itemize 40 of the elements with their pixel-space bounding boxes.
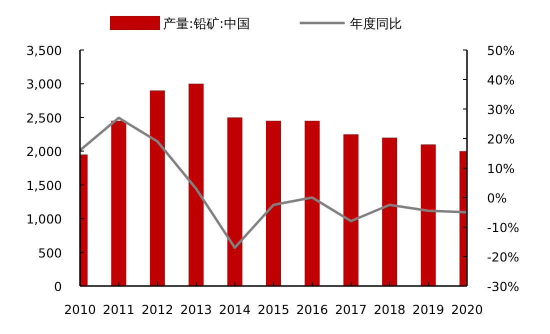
bar xyxy=(382,138,398,286)
bar xyxy=(266,120,281,286)
y2-tick-label: -30% xyxy=(487,279,520,294)
bar xyxy=(304,120,320,286)
x-tick-label: 2015 xyxy=(258,302,290,317)
legend-label: 年度同比 xyxy=(350,16,402,32)
y-tick-label: 500 xyxy=(38,245,62,260)
y2-tick-label: 0% xyxy=(487,190,507,206)
x-tick-label: 2018 xyxy=(374,302,406,317)
x-tick-label: 2020 xyxy=(451,302,483,317)
y2-tick-label: 10% xyxy=(487,161,515,176)
bar xyxy=(343,134,358,286)
y2-tick-label: 40% xyxy=(487,72,515,88)
legend-label: 产量:铅矿:中国 xyxy=(163,17,250,32)
y2-tick-label: -20% xyxy=(487,250,520,264)
y2-tick-label: -10% xyxy=(487,220,520,235)
x-tick-label: 2012 xyxy=(141,302,174,317)
bar xyxy=(150,90,165,286)
y-tick-label: 1,500 xyxy=(26,178,62,193)
bar xyxy=(111,120,126,286)
x-tick-label: 2017 xyxy=(334,302,367,317)
y2-tick-label: 50% xyxy=(487,43,515,58)
y2-tick-label: 30% xyxy=(487,102,515,117)
x-tick-label: 2010 xyxy=(64,302,96,317)
y-tick-label: 0 xyxy=(54,279,62,294)
x-tick-label: 2019 xyxy=(412,302,444,317)
y-tick-label: 3,000 xyxy=(26,76,62,92)
bar xyxy=(420,144,436,286)
x-tick-label: 2011 xyxy=(102,302,135,317)
x-tick-label: 2013 xyxy=(180,302,212,317)
y-tick-label: 2,500 xyxy=(26,110,62,126)
y-tick-label: 2,000 xyxy=(26,144,62,160)
y-tick-label: 1,000 xyxy=(26,212,62,227)
y-tick-label: 3,500 xyxy=(26,43,62,58)
line-series xyxy=(78,116,468,249)
y2-tick-label: 20% xyxy=(487,132,515,146)
bar xyxy=(188,84,204,286)
x-tick-label: 2014 xyxy=(218,302,251,317)
bar xyxy=(227,117,242,286)
x-tick-label: 2016 xyxy=(296,302,328,317)
